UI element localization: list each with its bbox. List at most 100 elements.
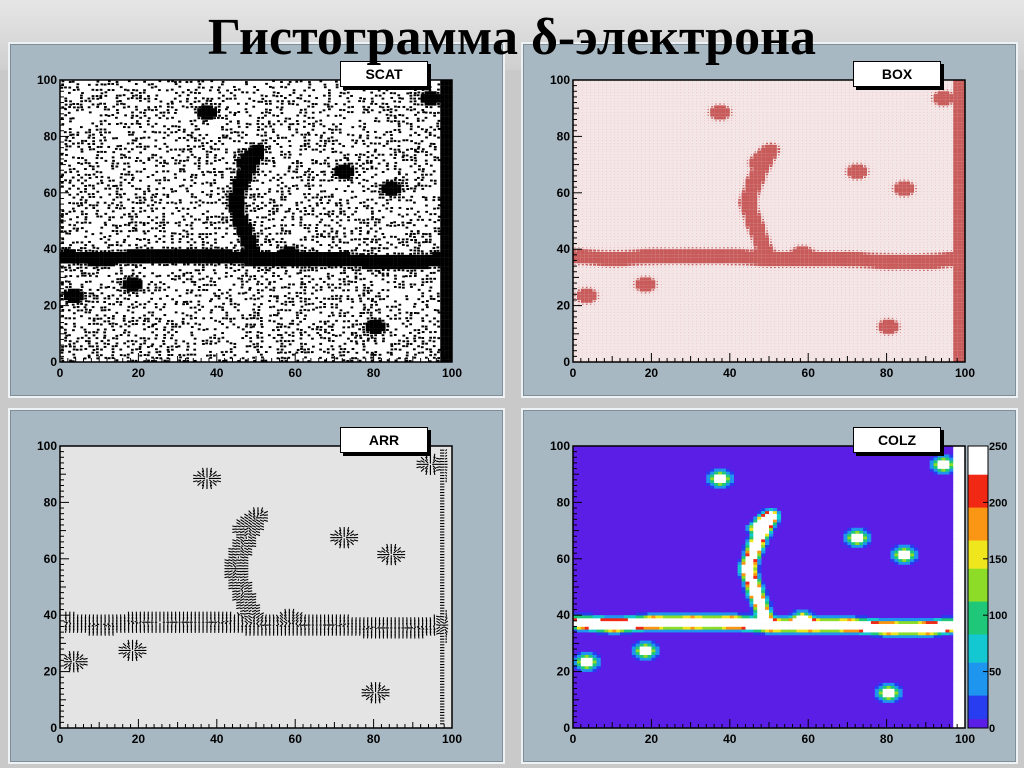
scat-point — [186, 322, 190, 325]
scat-point — [268, 170, 272, 173]
scat-point — [213, 281, 216, 284]
scat-point — [448, 325, 453, 329]
scat-point — [229, 176, 233, 179]
scat-point — [448, 283, 453, 287]
scat-point — [386, 289, 390, 292]
scat-point — [296, 348, 300, 351]
scat-point — [248, 219, 252, 221]
scat-point — [408, 254, 413, 258]
scat-point — [127, 150, 131, 153]
scat-point — [448, 167, 453, 171]
scat-point — [166, 102, 170, 105]
scat-point — [406, 351, 409, 354]
scat-point — [171, 116, 174, 119]
scat-point — [96, 190, 100, 193]
y-tick-label: 80 — [44, 129, 58, 143]
scat-point — [170, 345, 174, 348]
scat-point — [381, 196, 385, 199]
scat-point — [100, 83, 104, 86]
scat-point — [276, 114, 280, 117]
scat-point — [228, 137, 232, 140]
scat-point — [343, 88, 347, 91]
scat-point — [409, 91, 413, 94]
scat-point — [209, 280, 213, 283]
scat-point — [159, 345, 163, 348]
scat-point — [206, 123, 210, 126]
scat-point — [342, 320, 346, 323]
scat-point — [190, 275, 194, 278]
scat-point — [448, 356, 453, 360]
scat-point — [107, 320, 111, 323]
scat-point — [390, 305, 394, 308]
scat-point — [444, 173, 449, 177]
scat-point — [79, 190, 83, 193]
scat-point — [99, 283, 103, 286]
scat-point — [331, 131, 334, 134]
scat-point — [303, 260, 308, 264]
scat-point — [232, 201, 237, 205]
scat-point — [209, 284, 213, 287]
scat-point — [189, 254, 194, 258]
scat-point — [354, 218, 357, 221]
scat-point — [171, 334, 174, 337]
scat-point — [229, 263, 233, 266]
scat-point — [138, 187, 142, 190]
scat-point — [397, 189, 402, 193]
scat-point — [393, 257, 398, 261]
scat-point — [177, 154, 181, 157]
scat-point — [92, 297, 96, 300]
scat-point — [448, 192, 453, 196]
scat-point — [79, 294, 84, 298]
scat-point — [162, 207, 166, 210]
scat-point — [358, 119, 362, 122]
scat-point — [216, 246, 220, 249]
scat-point — [240, 178, 245, 182]
scat-point — [248, 246, 253, 250]
scat-point — [68, 128, 72, 131]
scat-point — [296, 314, 299, 317]
scat-point — [159, 156, 163, 159]
scat-point — [314, 257, 319, 261]
scat-point — [425, 86, 429, 89]
scat-point — [362, 249, 366, 252]
scat-point — [162, 283, 166, 286]
scat-point — [81, 108, 84, 111]
scat-point — [212, 252, 217, 256]
scat-point — [218, 114, 221, 117]
scat-point — [134, 254, 139, 258]
scat-point — [138, 280, 143, 284]
scat-point — [413, 246, 417, 249]
scat-point — [444, 206, 449, 210]
scat-point — [134, 139, 138, 142]
scat-point — [155, 351, 159, 354]
scat-point — [433, 148, 437, 151]
scat-point — [103, 328, 107, 331]
scat-point — [421, 336, 425, 339]
scat-point — [295, 257, 300, 261]
scat-point — [335, 159, 338, 162]
scat-point — [99, 171, 103, 174]
scat-point — [174, 148, 177, 151]
scat-point — [103, 254, 108, 258]
scat-point — [263, 257, 268, 261]
scat-point — [147, 359, 150, 362]
scat-point — [311, 269, 314, 272]
scat-point — [363, 97, 366, 100]
scat-point — [259, 257, 265, 261]
scat-point — [218, 170, 221, 173]
scat-point — [209, 182, 213, 185]
scat-point — [288, 232, 292, 235]
scat-point — [232, 317, 236, 320]
scat-point — [84, 263, 87, 266]
scat-point — [444, 246, 449, 250]
scat-point — [437, 337, 441, 340]
scat-point — [433, 182, 437, 185]
scat-point — [287, 254, 292, 258]
scat-point — [448, 246, 453, 250]
scat-point — [122, 103, 126, 106]
scat-point — [139, 99, 142, 102]
scat-point — [444, 94, 449, 98]
scat-point — [339, 151, 343, 154]
scat-point — [68, 168, 72, 171]
scat-point — [65, 300, 69, 303]
